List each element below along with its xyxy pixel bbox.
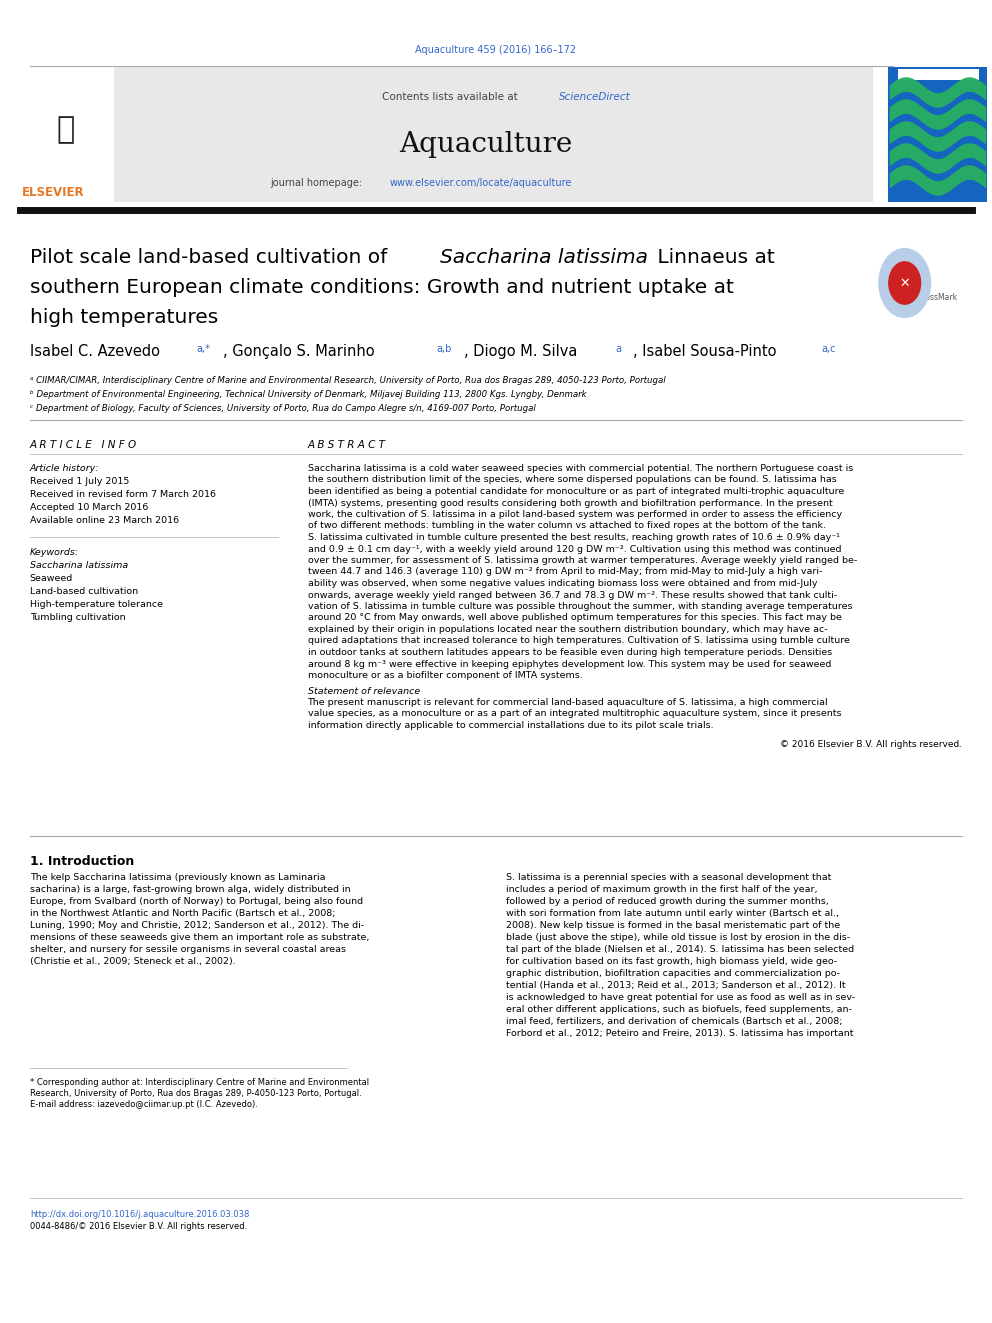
Text: Keywords:: Keywords: — [30, 548, 79, 557]
Text: Isabel C. Azevedo: Isabel C. Azevedo — [30, 344, 165, 359]
Text: Article history:: Article history: — [30, 464, 99, 474]
Text: Available online 23 March 2016: Available online 23 March 2016 — [30, 516, 179, 525]
Text: Research, University of Porto, Rua dos Bragas 289, P-4050-123 Porto, Portugal.: Research, University of Porto, Rua dos B… — [30, 1089, 361, 1098]
Text: work, the cultivation of S. latissima in a pilot land-based system was performed: work, the cultivation of S. latissima in… — [308, 509, 841, 519]
Text: explained by their origin in populations located near the southern distribution : explained by their origin in populations… — [308, 624, 827, 634]
Text: Land-based cultivation: Land-based cultivation — [30, 587, 138, 595]
Text: and 0.9 ± 0.1 cm day⁻¹, with a weekly yield around 120 g DW m⁻². Cultivation usi: and 0.9 ± 0.1 cm day⁻¹, with a weekly yi… — [308, 545, 841, 553]
Text: ᶜ Department of Biology, Faculty of Sciences, University of Porto, Rua do Campo : ᶜ Department of Biology, Faculty of Scie… — [30, 404, 536, 413]
Text: ELSEVIER: ELSEVIER — [22, 185, 84, 198]
Text: is acknowledged to have great potential for use as food as well as in sev-: is acknowledged to have great potential … — [506, 994, 855, 1002]
Text: around 8 kg m⁻³ were effective in keeping epiphytes development low. This system: around 8 kg m⁻³ were effective in keepin… — [308, 659, 831, 668]
Text: * Corresponding author at: Interdisciplinary Centre of Marine and Environmental: * Corresponding author at: Interdiscipli… — [30, 1078, 369, 1088]
Text: Linnaeus at: Linnaeus at — [651, 247, 775, 267]
FancyBboxPatch shape — [898, 69, 979, 79]
Text: sacharina) is a large, fast-growing brown alga, widely distributed in: sacharina) is a large, fast-growing brow… — [30, 885, 350, 894]
Text: Saccharina latissima: Saccharina latissima — [30, 561, 128, 570]
Text: 0044-8486/© 2016 Elsevier B.V. All rights reserved.: 0044-8486/© 2016 Elsevier B.V. All right… — [30, 1222, 247, 1230]
Text: southern European climate conditions: Growth and nutrient uptake at: southern European climate conditions: Gr… — [30, 278, 734, 296]
Text: a,*: a,* — [196, 344, 210, 355]
Text: Aquaculture 459 (2016) 166–172: Aquaculture 459 (2016) 166–172 — [416, 45, 576, 56]
Text: 2008). New kelp tissue is formed in the basal meristematic part of the: 2008). New kelp tissue is formed in the … — [506, 921, 840, 930]
Text: Seaweed: Seaweed — [30, 574, 73, 583]
Circle shape — [889, 262, 921, 304]
Text: been identified as being a potential candidate for monoculture or as part of int: been identified as being a potential can… — [308, 487, 844, 496]
Text: (Christie et al., 2009; Steneck et al., 2002).: (Christie et al., 2009; Steneck et al., … — [30, 957, 235, 966]
Text: onwards, average weekly yield ranged between 36.7 and 78.3 g DW m⁻². These resul: onwards, average weekly yield ranged bet… — [308, 590, 836, 599]
Text: S. latissima is a perennial species with a seasonal development that: S. latissima is a perennial species with… — [506, 873, 831, 882]
Text: Luning, 1990; Moy and Christie, 2012; Sanderson et al., 2012). The di-: Luning, 1990; Moy and Christie, 2012; Sa… — [30, 921, 364, 930]
Text: eral other different applications, such as biofuels, feed supplements, an-: eral other different applications, such … — [506, 1005, 852, 1013]
Text: around 20 °C from May onwards, well above published optimum temperatures for thi: around 20 °C from May onwards, well abov… — [308, 614, 841, 623]
Text: blade (just above the stipe), while old tissue is lost by erosion in the dis-: blade (just above the stipe), while old … — [506, 933, 850, 942]
Text: Pilot scale land-based cultivation of: Pilot scale land-based cultivation of — [30, 247, 394, 267]
Text: © 2016 Elsevier B.V. All rights reserved.: © 2016 Elsevier B.V. All rights reserved… — [780, 740, 962, 749]
Text: ScienceDirect: ScienceDirect — [558, 93, 630, 102]
Text: Saccharina latissima: Saccharina latissima — [440, 247, 649, 267]
Text: vation of S. latissima in tumble culture was possible throughout the summer, wit: vation of S. latissima in tumble culture… — [308, 602, 852, 611]
Text: The present manuscript is relevant for commercial land-based aquaculture of S. l: The present manuscript is relevant for c… — [308, 699, 828, 706]
Text: a,b: a,b — [436, 344, 451, 355]
Text: (IMTA) systems, presenting good results considering both growth and biofiltratio: (IMTA) systems, presenting good results … — [308, 499, 832, 508]
Text: Contents lists available at: Contents lists available at — [382, 93, 521, 102]
Text: , Diogo M. Silva: , Diogo M. Silva — [464, 344, 582, 359]
Text: mensions of these seaweeds give them an important role as substrate,: mensions of these seaweeds give them an … — [30, 933, 369, 942]
Text: Tumbling cultivation: Tumbling cultivation — [30, 613, 125, 622]
Circle shape — [879, 249, 930, 318]
Text: ability was observed, when some negative values indicating biomass loss were obt: ability was observed, when some negative… — [308, 579, 817, 587]
FancyBboxPatch shape — [22, 70, 109, 179]
FancyBboxPatch shape — [888, 67, 987, 202]
Text: Aquaculture: Aquaculture — [400, 131, 572, 159]
Text: Aquaculture: Aquaculture — [919, 71, 956, 77]
Text: , Isabel Sousa-Pinto: , Isabel Sousa-Pinto — [633, 344, 781, 359]
Text: http://dx.doi.org/10.1016/j.aquaculture.2016.03.038: http://dx.doi.org/10.1016/j.aquaculture.… — [30, 1211, 249, 1218]
Text: CrossMark: CrossMark — [918, 294, 957, 303]
Text: A R T I C L E   I N F O: A R T I C L E I N F O — [30, 441, 137, 450]
Text: 1. Introduction: 1. Introduction — [30, 855, 134, 868]
Text: includes a period of maximum growth in the first half of the year,: includes a period of maximum growth in t… — [506, 885, 817, 894]
Text: with sori formation from late autumn until early winter (Bartsch et al.,: with sori formation from late autumn unt… — [506, 909, 839, 918]
Text: graphic distribution, biofiltration capacities and commercialization po-: graphic distribution, biofiltration capa… — [506, 968, 840, 978]
Text: over the summer, for assessment of S. latissima growth at warmer temperatures. A: over the summer, for assessment of S. la… — [308, 556, 857, 565]
FancyBboxPatch shape — [114, 67, 873, 202]
Text: ᵃ CIIMAR/CIMAR, Interdisciplinary Centre of Marine and Environmental Research, U: ᵃ CIIMAR/CIMAR, Interdisciplinary Centre… — [30, 376, 666, 385]
Text: Received 1 July 2015: Received 1 July 2015 — [30, 478, 129, 486]
Text: Statement of relevance: Statement of relevance — [308, 687, 420, 696]
Text: value species, as a monoculture or as a part of an integrated multitrophic aquac: value species, as a monoculture or as a … — [308, 709, 841, 718]
Text: tween 44.7 and 146.3 (average 110) g DW m⁻² from April to mid-May; from mid-May : tween 44.7 and 146.3 (average 110) g DW … — [308, 568, 822, 577]
Text: 🌳: 🌳 — [57, 115, 74, 144]
Text: journal homepage:: journal homepage: — [270, 179, 368, 188]
Text: for cultivation based on its fast growth, high biomass yield, wide geo-: for cultivation based on its fast growth… — [506, 957, 837, 966]
Text: High-temperature tolerance: High-temperature tolerance — [30, 601, 163, 609]
Text: , Gonçalo S. Marinho: , Gonçalo S. Marinho — [223, 344, 380, 359]
Text: imal feed, fertilizers, and derivation of chemicals (Bartsch et al., 2008;: imal feed, fertilizers, and derivation o… — [506, 1017, 842, 1027]
Text: a: a — [615, 344, 621, 355]
Text: Received in revised form 7 March 2016: Received in revised form 7 March 2016 — [30, 490, 215, 499]
Text: tential (Handa et al., 2013; Reid et al., 2013; Sanderson et al., 2012). It: tential (Handa et al., 2013; Reid et al.… — [506, 980, 845, 990]
Text: E-mail address: iazevedo@ciimar.up.pt (I.C. Azevedo).: E-mail address: iazevedo@ciimar.up.pt (I… — [30, 1099, 258, 1109]
Text: shelter, and nursery for sessile organisms in several coastal areas: shelter, and nursery for sessile organis… — [30, 945, 346, 954]
Text: ✕: ✕ — [900, 277, 910, 290]
Text: in outdoor tanks at southern latitudes appears to be feasible even during high t: in outdoor tanks at southern latitudes a… — [308, 648, 831, 658]
Text: The kelp Saccharina latissima (previously known as Laminaria: The kelp Saccharina latissima (previousl… — [30, 873, 325, 882]
Text: a,c: a,c — [821, 344, 836, 355]
Text: A B S T R A C T: A B S T R A C T — [308, 441, 386, 450]
Text: tal part of the blade (Nielsen et al., 2014). S. latissima has been selected: tal part of the blade (Nielsen et al., 2… — [506, 945, 854, 954]
Text: S. latissima cultivated in tumble culture presented the best results, reaching g: S. latissima cultivated in tumble cultur… — [308, 533, 839, 542]
Text: monoculture or as a biofilter component of IMTA systems.: monoculture or as a biofilter component … — [308, 671, 582, 680]
Text: ᵇ Department of Environmental Engineering, Technical University of Denmark, Milj: ᵇ Department of Environmental Engineerin… — [30, 390, 586, 400]
Text: Saccharina latissima is a cold water seaweed species with commercial potential. : Saccharina latissima is a cold water sea… — [308, 464, 853, 474]
Text: www.elsevier.com/locate/aquaculture: www.elsevier.com/locate/aquaculture — [390, 179, 572, 188]
Text: Accepted 10 March 2016: Accepted 10 March 2016 — [30, 503, 148, 512]
Text: quired adaptations that increased tolerance to high temperatures. Cultivation of: quired adaptations that increased tolera… — [308, 636, 849, 646]
Text: Europe, from Svalbard (north of Norway) to Portugal, being also found: Europe, from Svalbard (north of Norway) … — [30, 897, 363, 906]
Text: followed by a period of reduced growth during the summer months,: followed by a period of reduced growth d… — [506, 897, 828, 906]
Text: of two different methods: tumbling in the water column vs attached to fixed rope: of two different methods: tumbling in th… — [308, 521, 825, 531]
Text: high temperatures: high temperatures — [30, 308, 218, 327]
Text: in the Northwest Atlantic and North Pacific (Bartsch et al., 2008;: in the Northwest Atlantic and North Paci… — [30, 909, 335, 918]
Text: Forbord et al., 2012; Peteiro and Freire, 2013). S. latissima has important: Forbord et al., 2012; Peteiro and Freire… — [506, 1029, 853, 1039]
Text: the southern distribution limit of the species, where some dispersed populations: the southern distribution limit of the s… — [308, 475, 836, 484]
Text: information directly applicable to commercial installations due to its pilot sca: information directly applicable to comme… — [308, 721, 713, 730]
